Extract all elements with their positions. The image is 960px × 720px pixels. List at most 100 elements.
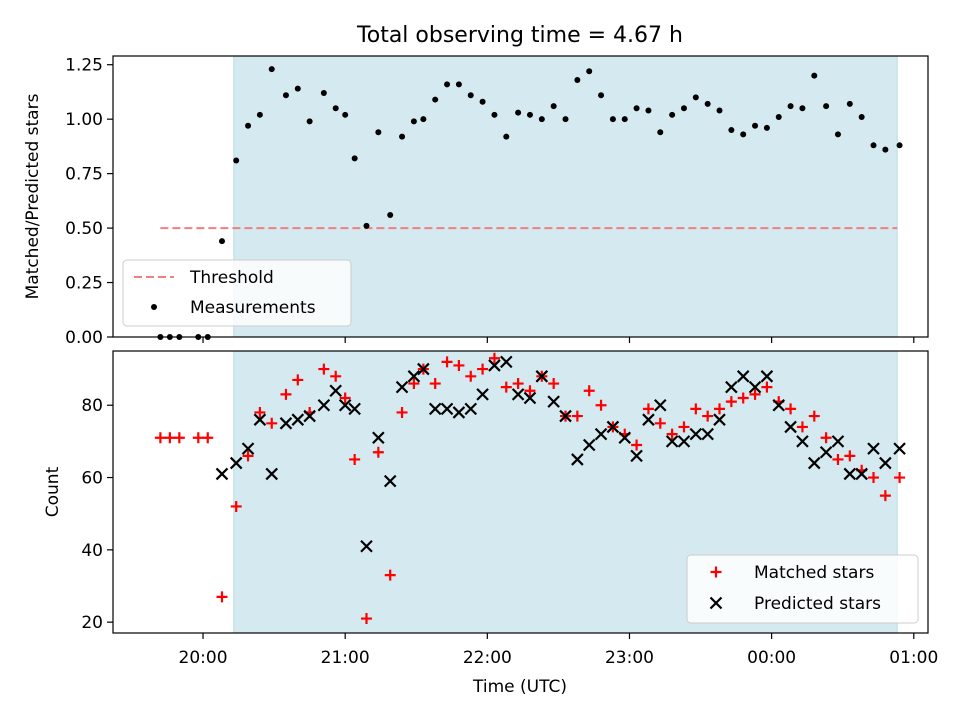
measurement-point bbox=[811, 72, 818, 79]
y-tick-label: 1.25 bbox=[65, 56, 103, 76]
measurement-point bbox=[467, 92, 474, 99]
predicted-star-point bbox=[879, 456, 892, 470]
legend-predicted-label: Predicted stars bbox=[754, 594, 881, 614]
predicted-star-point bbox=[500, 355, 513, 369]
measurement-point bbox=[256, 111, 263, 118]
predicted-star-point bbox=[831, 435, 845, 448]
measurement-point bbox=[645, 107, 652, 114]
matched-star-point bbox=[749, 388, 761, 400]
predicted-star-point bbox=[618, 431, 632, 445]
predicted-star-point bbox=[725, 380, 738, 394]
matched-star-point bbox=[761, 381, 773, 393]
matched-star-point bbox=[524, 385, 536, 397]
predicted-star-point bbox=[215, 467, 229, 481]
predicted-star-point bbox=[630, 449, 643, 463]
predicted-star-point bbox=[417, 362, 430, 376]
predicted-star-point bbox=[265, 467, 279, 481]
x-tick-label: 01:00 bbox=[889, 648, 938, 668]
predicted-star-point bbox=[760, 370, 774, 383]
axes-frame bbox=[112, 55, 929, 338]
measurement-point bbox=[716, 107, 723, 114]
predicted-star-point bbox=[796, 435, 809, 448]
matched-star-point bbox=[330, 370, 342, 382]
legend: Threshold Measurements bbox=[122, 259, 352, 327]
matched-star-point bbox=[785, 403, 797, 415]
measurement-point bbox=[503, 133, 510, 140]
matched-star-point bbox=[280, 388, 292, 400]
x-tick-label: 22:00 bbox=[463, 648, 512, 668]
y-tick-label: 60 bbox=[81, 469, 103, 489]
measurement-point bbox=[633, 105, 640, 112]
measurement-point bbox=[728, 127, 735, 134]
predicted-star-point bbox=[701, 427, 714, 441]
predicted-star-point bbox=[654, 398, 667, 412]
matched-star-point bbox=[642, 403, 654, 415]
measurement-point bbox=[538, 116, 545, 123]
predicted-star-point bbox=[772, 398, 786, 412]
matched-star-point bbox=[292, 374, 304, 386]
measurement-point bbox=[479, 98, 486, 105]
measurement-point bbox=[320, 90, 327, 97]
matched-star-point bbox=[894, 472, 906, 484]
measurement-point bbox=[432, 96, 439, 103]
matched-star-point bbox=[678, 421, 690, 433]
matched-star-point bbox=[408, 378, 420, 390]
matched-star-point bbox=[666, 428, 678, 440]
measurement-point bbox=[444, 81, 451, 88]
measurement-point bbox=[550, 103, 557, 110]
measurement-point bbox=[351, 155, 358, 162]
measurement-point bbox=[775, 113, 782, 120]
measurement-point bbox=[282, 92, 289, 99]
measurement-point bbox=[704, 100, 711, 107]
matched-star-point bbox=[583, 385, 595, 397]
predicted-star-point bbox=[291, 413, 305, 426]
y-tick-label: 0.00 bbox=[65, 328, 103, 348]
matched-star-point bbox=[868, 472, 880, 484]
predicted-star-point bbox=[713, 413, 726, 426]
predicted-star-point bbox=[677, 435, 691, 448]
measurement-point bbox=[233, 157, 240, 164]
measurement-point bbox=[834, 131, 841, 138]
matched-star-point bbox=[453, 359, 465, 371]
predicted-star-point bbox=[488, 359, 501, 372]
y-tick-label: 0.25 bbox=[65, 274, 103, 294]
matched-star-point bbox=[254, 406, 266, 418]
x-tick-label: 23:00 bbox=[605, 648, 654, 668]
matched-star-point bbox=[429, 378, 441, 390]
measurement-point bbox=[306, 118, 313, 125]
measurement-point bbox=[882, 146, 889, 153]
measurement-point bbox=[218, 238, 225, 245]
predicted-star-point bbox=[253, 413, 267, 426]
measurement-point bbox=[752, 122, 759, 129]
predicted-star-point bbox=[476, 388, 489, 401]
predicted-star-point bbox=[642, 413, 655, 426]
measurement-point bbox=[870, 142, 877, 149]
measurement-point bbox=[657, 129, 664, 136]
matched-star-point bbox=[571, 410, 583, 422]
matched-star-point bbox=[631, 439, 643, 451]
matched-star-point bbox=[796, 421, 808, 433]
measurement-point bbox=[598, 92, 605, 99]
y-tick-label: 1.00 bbox=[65, 110, 103, 130]
matched-star-point bbox=[595, 399, 607, 411]
measurement-point bbox=[669, 111, 676, 118]
measurement-point bbox=[896, 142, 903, 149]
predicted-star-point bbox=[360, 539, 373, 553]
legend-matched-label: Matched stars bbox=[754, 563, 874, 583]
matched-star-point bbox=[465, 370, 477, 382]
measurement-point bbox=[363, 222, 370, 229]
predicted-star-point bbox=[559, 409, 572, 423]
measurement-point bbox=[268, 66, 275, 73]
matched-star-point bbox=[266, 417, 278, 429]
matched-star-point bbox=[737, 392, 749, 404]
predicted-star-point bbox=[606, 420, 620, 434]
matched-star-point bbox=[192, 432, 204, 444]
matched-star-point bbox=[548, 378, 560, 390]
predicted-star-point bbox=[317, 398, 331, 412]
predicted-star-point bbox=[523, 391, 537, 405]
matched-star-point bbox=[339, 392, 351, 404]
measurement-point bbox=[586, 68, 593, 75]
legend-matched-swatch bbox=[710, 566, 722, 578]
y-tick-label: 0.50 bbox=[65, 219, 103, 239]
predicted-star-point bbox=[594, 427, 608, 441]
